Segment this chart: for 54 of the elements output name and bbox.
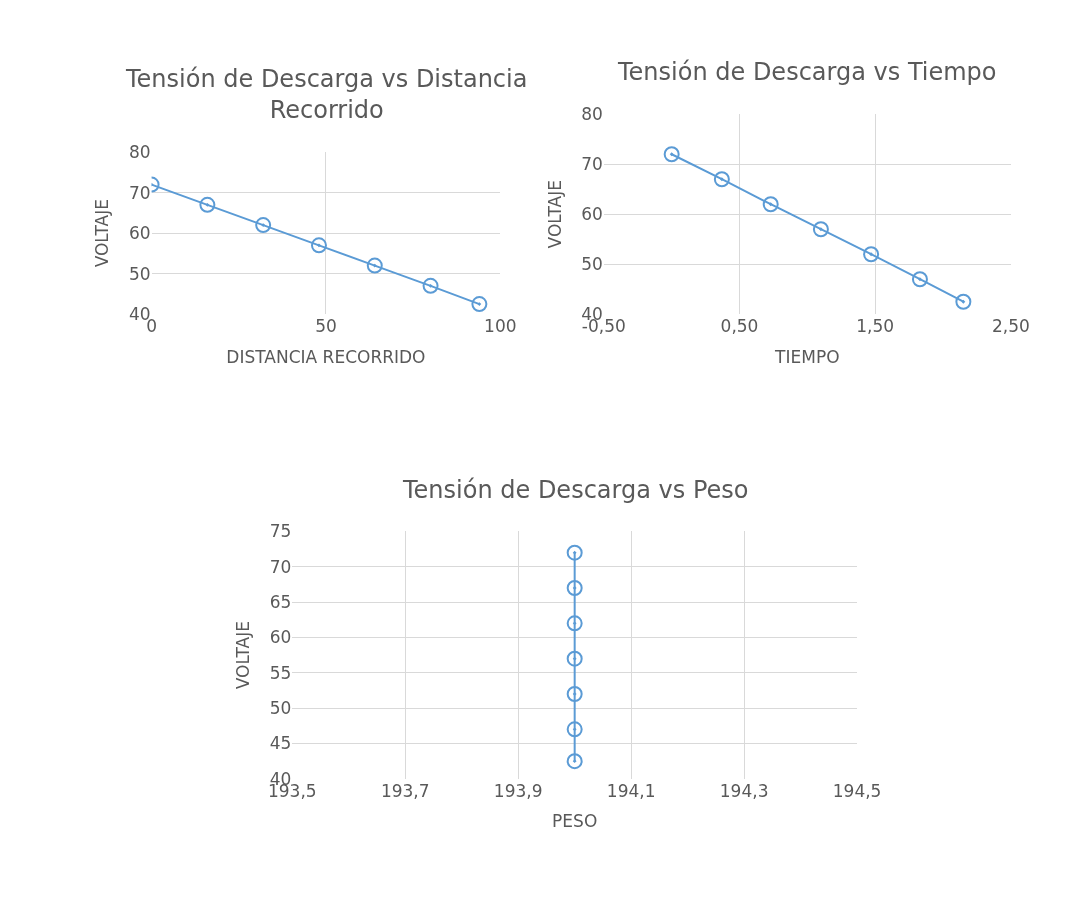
- point: [566, 579, 583, 596]
- x-tick-label: 1,50: [856, 316, 895, 337]
- x-axis-title: TIEMPO: [774, 346, 840, 367]
- point: [911, 271, 928, 288]
- point: [199, 196, 216, 213]
- y-tick-label: 55: [269, 662, 292, 683]
- x-axis-title: DISTANCIA RECORRIDO: [226, 346, 426, 367]
- point: [713, 171, 730, 188]
- x-tick-label: 194,5: [832, 780, 882, 801]
- y-tick-label: 50: [269, 698, 292, 719]
- point: [566, 615, 583, 632]
- y-tick-label: 70: [128, 182, 151, 203]
- point: [310, 237, 327, 254]
- point: [471, 296, 488, 313]
- x-tick-label: 2,50: [991, 316, 1030, 337]
- x-tick-label: 194,1: [606, 780, 656, 801]
- y-tick-label: 50: [128, 263, 151, 284]
- y-tick-label: 50: [581, 254, 603, 275]
- point: [863, 246, 880, 263]
- y-axis-title: VOLTAJE: [92, 199, 113, 268]
- point: [255, 217, 272, 234]
- y-tick-label: 75: [269, 521, 292, 542]
- x-tick-label: 100: [484, 316, 517, 337]
- point: [566, 650, 583, 667]
- y-tick-label: 60: [581, 204, 603, 225]
- chart-title: Tensión de Descarga vs Peso: [402, 476, 749, 504]
- x-tick-label: 193,7: [380, 780, 430, 801]
- point: [566, 544, 583, 561]
- point: [812, 221, 829, 238]
- point: [366, 257, 383, 274]
- y-tick-label: 60: [128, 223, 151, 244]
- x-tick-label: 0,50: [720, 316, 759, 337]
- point: [566, 686, 583, 703]
- y-axis-title: VOLTAJE: [233, 620, 254, 690]
- point: [566, 753, 583, 770]
- x-axis-title: PESO: [552, 811, 598, 832]
- x-tick-label: 50: [315, 316, 337, 337]
- x-tick-label: 193,9: [493, 780, 543, 801]
- y-tick-label: 45: [269, 733, 292, 754]
- y-tick-label: 80: [581, 104, 603, 125]
- y-tick-label: 70: [581, 154, 603, 175]
- point: [762, 196, 779, 213]
- x-tick-label: 194,3: [719, 780, 769, 801]
- point: [955, 293, 972, 310]
- y-tick-label: 65: [269, 592, 292, 613]
- point: [422, 277, 439, 294]
- y-axis-title: VOLTAJE: [544, 180, 565, 249]
- y-tick-label: 60: [269, 627, 292, 648]
- y-tick-label: 70: [269, 556, 292, 577]
- point: [663, 146, 680, 163]
- y-tick-label: 80: [128, 142, 151, 163]
- chart-title: Tensión de Descarga vs Distancia Recorrido: [125, 65, 528, 125]
- chart-title: Tensión de Descarga vs Tiempo: [617, 58, 997, 86]
- point: [566, 721, 583, 738]
